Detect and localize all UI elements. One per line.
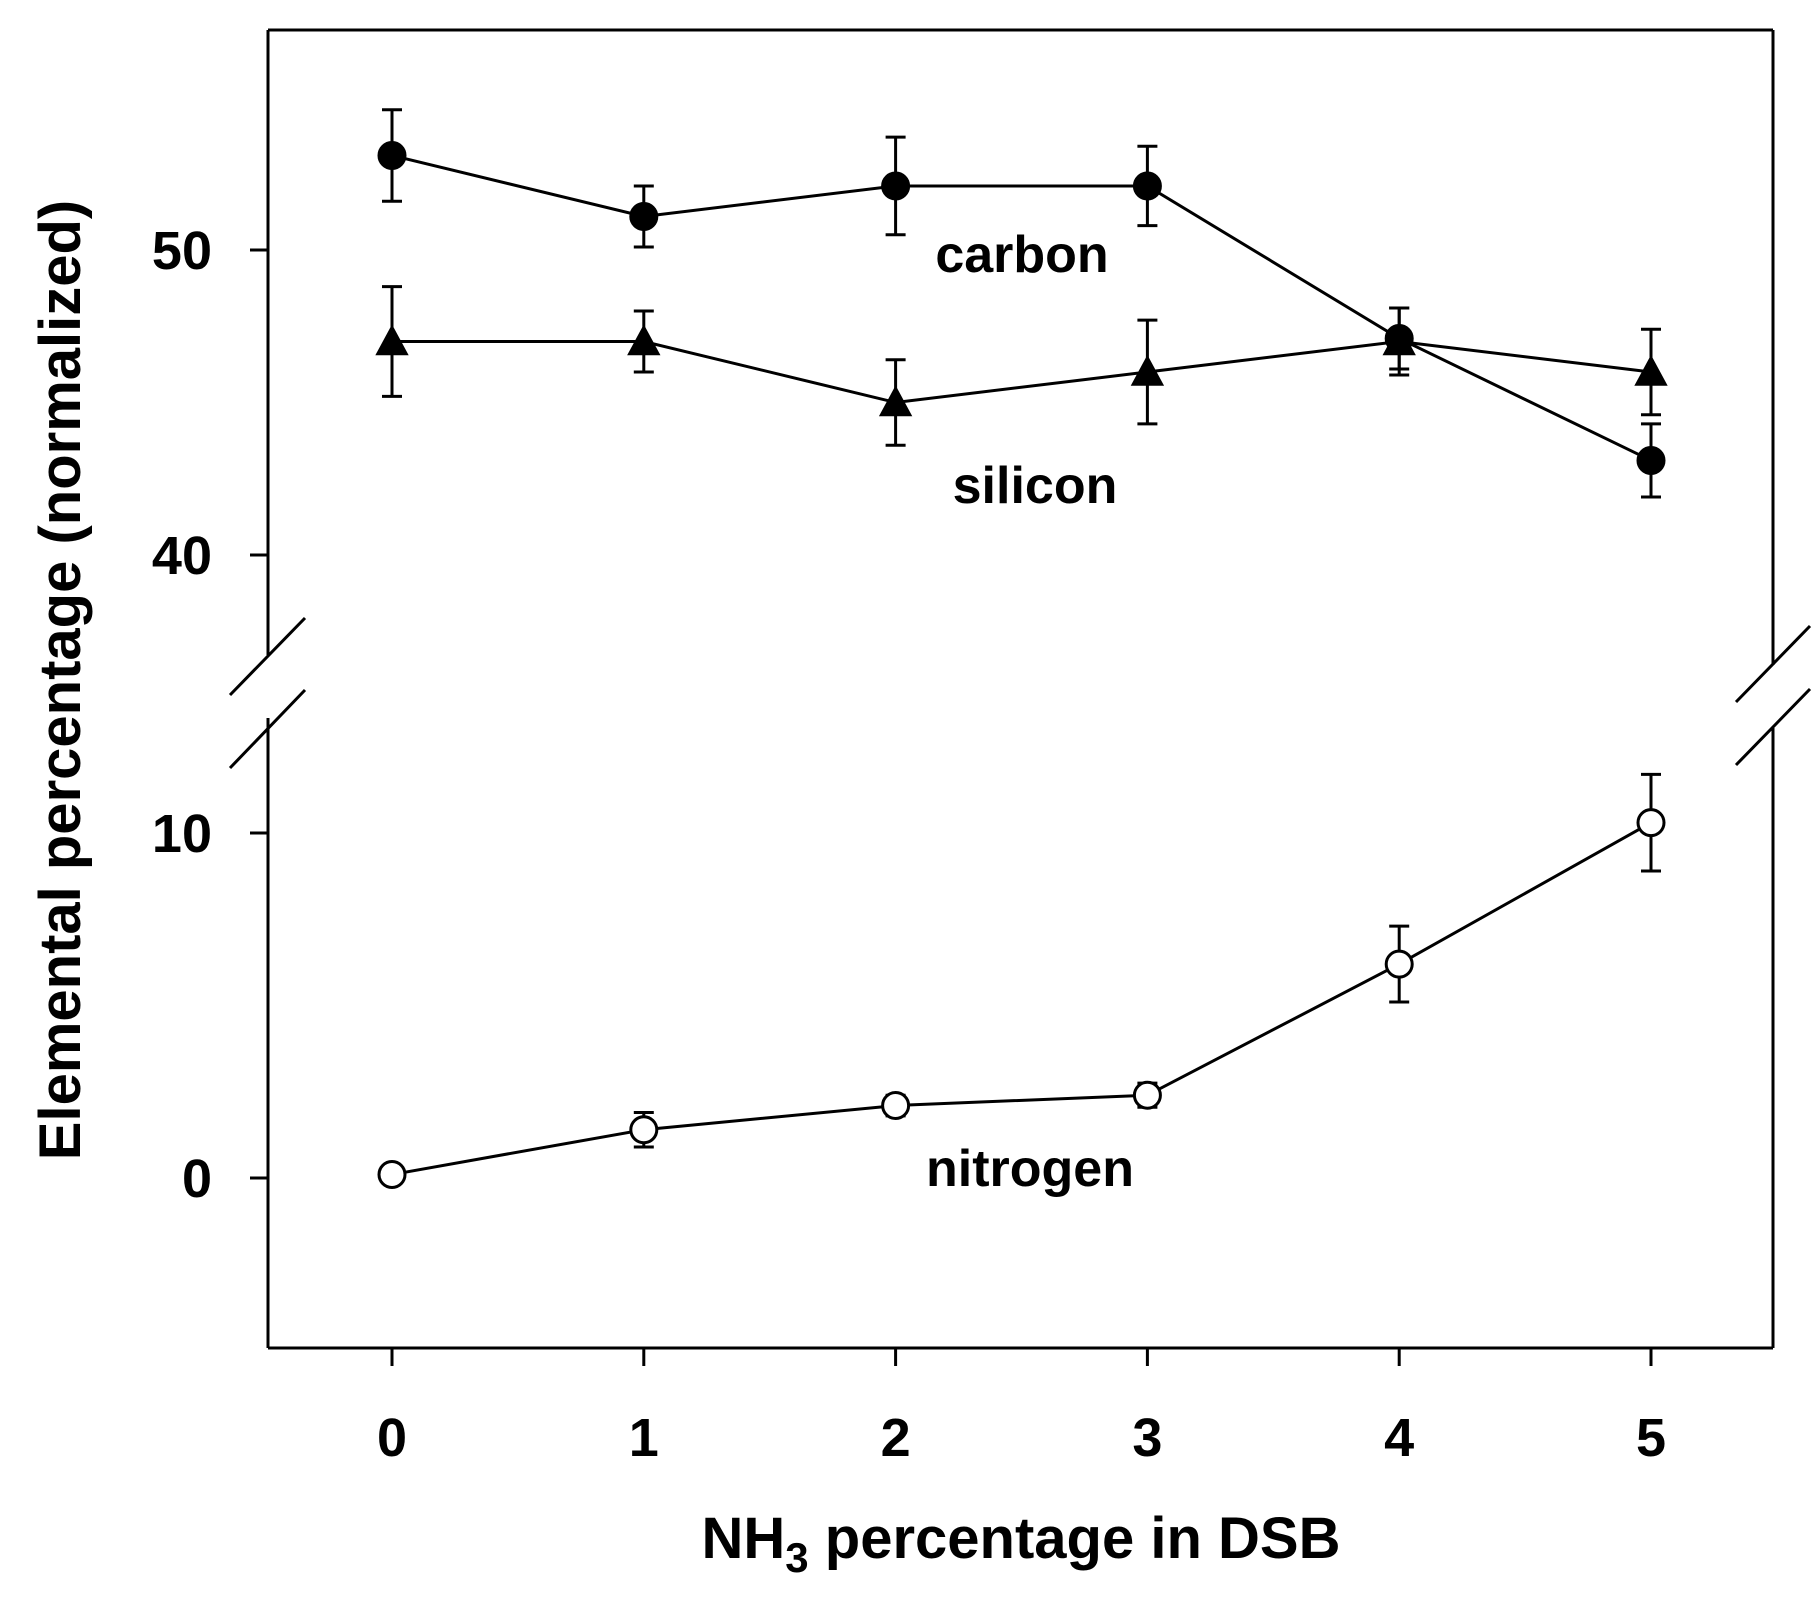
data-point-nitrogen xyxy=(1384,949,1414,979)
x-axis-title: NH3 percentage in DSB xyxy=(702,1506,1341,1581)
data-point-nitrogen xyxy=(629,1115,659,1145)
y-tick-label: 50 xyxy=(152,221,212,281)
axis-break-mark-left-upper xyxy=(228,616,307,697)
data-point-silicon xyxy=(627,324,661,356)
x-axis-title-rest: percentage in DSB xyxy=(809,1506,1341,1571)
x-axis-title-subscript: 3 xyxy=(785,1534,808,1581)
data-point-carbon xyxy=(881,171,911,201)
x-tick-label: 5 xyxy=(1636,1408,1666,1468)
data-point-nitrogen xyxy=(1636,808,1666,838)
y-tick-label: 10 xyxy=(152,804,212,864)
series-silicon xyxy=(375,285,1668,447)
x-tick-label: 0 xyxy=(377,1408,407,1468)
x-tick-label: 1 xyxy=(629,1408,659,1468)
y-tick-label: 0 xyxy=(182,1149,212,1209)
data-point-nitrogen xyxy=(881,1091,911,1121)
plot-frame xyxy=(228,28,1812,1350)
data-point-silicon xyxy=(1634,354,1668,386)
data-point-silicon xyxy=(375,324,409,356)
y-tick-label: 40 xyxy=(152,526,212,586)
data-point-silicon xyxy=(1382,324,1416,356)
data-point-nitrogen xyxy=(1132,1080,1162,1110)
x-axis-title-main: NH xyxy=(702,1506,786,1571)
x-tick-label: 4 xyxy=(1384,1408,1414,1468)
data-point-carbon xyxy=(377,140,407,170)
series-layer xyxy=(375,108,1668,1190)
data-point-silicon xyxy=(1130,354,1165,386)
data-point-silicon xyxy=(878,385,913,417)
axis-break-mark-right-lower xyxy=(1734,687,1812,767)
series-line-nitrogen xyxy=(391,821,1652,1177)
series-line-carbon xyxy=(391,153,1652,462)
x-tick-label: 2 xyxy=(881,1408,911,1468)
series-label-silicon: silicon xyxy=(953,457,1118,515)
axis-ticks: 0 1 2 3 4 5 40 50 0 10 xyxy=(152,221,1666,1468)
data-point-carbon xyxy=(1636,445,1666,475)
data-point-nitrogen xyxy=(377,1160,407,1190)
y-axis-title: Elemental percentage (normalized) xyxy=(28,200,93,1160)
axis-break-mark-left-lower xyxy=(228,688,307,770)
series-label-nitrogen: nitrogen xyxy=(926,1140,1134,1198)
series-line-silicon xyxy=(392,339,1652,405)
data-point-carbon xyxy=(629,201,659,231)
data-point-carbon xyxy=(1132,171,1162,201)
axis-break-mark-right-upper xyxy=(1734,624,1812,704)
x-tick-label: 3 xyxy=(1132,1408,1162,1468)
series-nitrogen xyxy=(377,772,1666,1190)
series-label-carbon: carbon xyxy=(935,226,1108,284)
series-carbon xyxy=(377,108,1666,499)
